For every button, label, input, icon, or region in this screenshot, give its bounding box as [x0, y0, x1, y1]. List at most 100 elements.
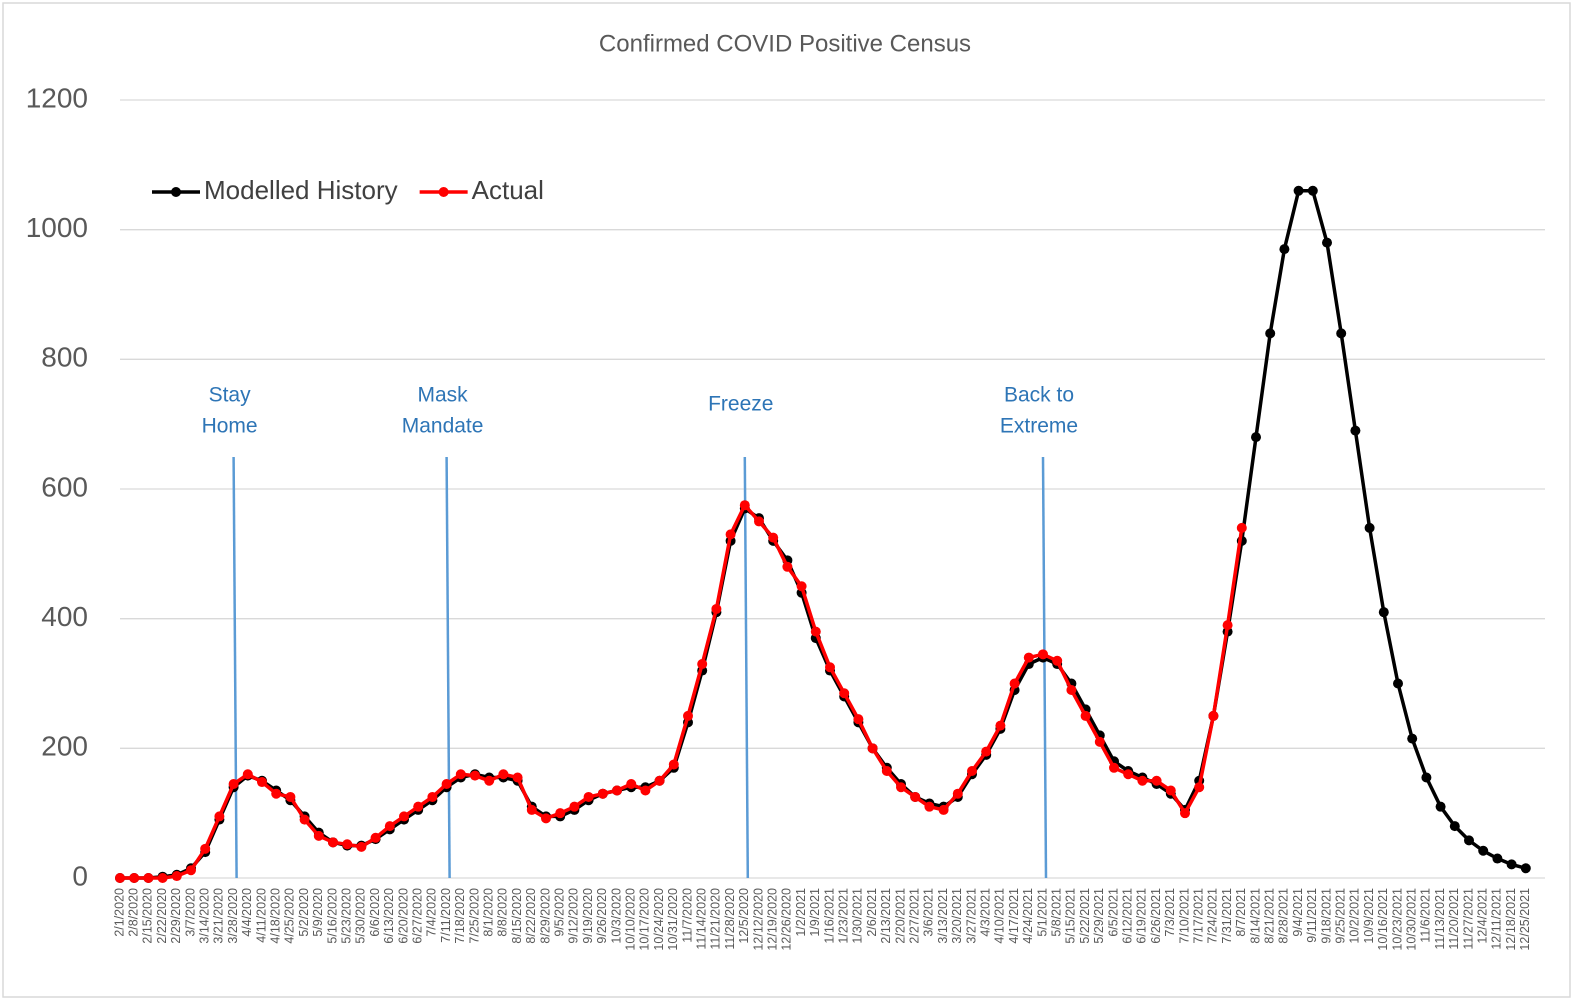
data-point	[1449, 821, 1460, 832]
data-point	[697, 659, 708, 670]
data-point	[257, 777, 267, 788]
data-point	[242, 769, 253, 780]
x-tick-label: 7/18/2020	[453, 888, 467, 944]
data-point	[1421, 772, 1432, 783]
data-point	[1336, 328, 1347, 339]
data-point	[796, 581, 807, 592]
data-point	[228, 778, 239, 789]
data-point	[498, 769, 509, 780]
data-point	[1279, 244, 1290, 255]
data-point	[186, 865, 196, 876]
x-tick-label: 3/21/2020	[212, 888, 226, 944]
data-point	[1293, 185, 1304, 196]
data-point	[214, 811, 225, 822]
x-tick-label: 12/26/2020	[780, 888, 794, 951]
data-point	[1165, 785, 1176, 796]
data-point	[1009, 678, 1020, 689]
data-point	[370, 832, 381, 843]
data-point	[967, 766, 977, 777]
data-point	[1407, 733, 1418, 744]
data-point	[1364, 522, 1375, 533]
annotation-line	[232, 456, 238, 879]
legend-marker	[171, 187, 181, 197]
data-point	[1194, 782, 1205, 793]
x-tick-label: 5/30/2020	[354, 888, 368, 944]
data-point	[739, 500, 750, 511]
data-point	[285, 791, 296, 802]
legend-label: Modelled History	[204, 175, 398, 205]
data-point	[1080, 710, 1091, 721]
x-tick-label: 9/18/2021	[1319, 888, 1333, 944]
x-tick-label: 8/21/2021	[1262, 888, 1276, 944]
data-point	[1322, 237, 1332, 248]
data-point	[1464, 835, 1474, 846]
x-tick-label: 7/4/2020	[425, 888, 439, 937]
x-tick-label: 9/11/2021	[1305, 888, 1319, 943]
x-tick-label: 6/27/2020	[410, 888, 424, 944]
x-tick-label: 7/24/2021	[1206, 888, 1220, 944]
x-tick-label: 2/29/2020	[169, 888, 183, 944]
x-tick-label: 4/18/2020	[268, 888, 282, 944]
data-point	[626, 778, 637, 789]
data-point	[526, 804, 537, 815]
data-point	[640, 785, 651, 796]
x-tick-label: 11/27/2021	[1461, 888, 1475, 950]
x-tick-label: 10/30/2021	[1404, 888, 1418, 951]
x-tick-label: 7/10/2021	[1177, 888, 1191, 944]
data-point	[512, 772, 523, 783]
annotation-text: Home	[202, 415, 258, 438]
data-point	[1435, 801, 1446, 812]
x-tick-label: 1/16/2021	[822, 888, 836, 944]
data-point	[541, 813, 551, 824]
x-tick-label: 9/19/2020	[581, 888, 595, 944]
data-point	[711, 603, 722, 614]
x-tick-label: 12/19/2020	[765, 888, 779, 951]
x-tick-label: 2/20/2021	[893, 888, 907, 944]
x-tick-label: 7/25/2020	[467, 888, 481, 944]
x-tick-label: 2/15/2020	[141, 888, 155, 944]
x-tick-label: 9/25/2021	[1333, 888, 1347, 944]
x-tick-label: 7/11/2020	[439, 888, 453, 943]
data-point	[384, 821, 395, 832]
data-point	[924, 801, 935, 812]
x-tick-label: 5/16/2020	[325, 888, 339, 944]
x-tick-label: 3/13/2021	[936, 888, 950, 944]
legend-marker	[438, 187, 449, 197]
data-point	[782, 561, 793, 572]
data-point	[143, 873, 154, 883]
x-tick-label: 6/13/2020	[382, 888, 396, 944]
data-point	[910, 791, 921, 802]
x-tick-label: 12/4/2021	[1475, 888, 1489, 944]
data-point	[271, 788, 282, 799]
data-point	[356, 841, 367, 852]
annotation-text: Freeze	[708, 393, 773, 416]
x-tick-label: 3/6/2021	[922, 888, 936, 937]
data-point	[981, 746, 992, 757]
y-tick-label: 0	[72, 860, 88, 891]
x-tick-label: 6/19/2021	[1135, 888, 1149, 944]
x-tick-label: 5/2/2020	[297, 888, 311, 937]
x-tick-label: 4/11/2020	[254, 888, 268, 943]
x-tick-label: 8/28/2021	[1277, 888, 1291, 944]
data-point	[1066, 684, 1077, 695]
data-point	[938, 804, 949, 815]
x-tick-label: 11/28/2020	[723, 888, 737, 950]
data-point	[1492, 853, 1503, 864]
annotation-text: Back to	[1004, 384, 1074, 407]
data-point	[1506, 859, 1517, 870]
x-tick-label: 10/16/2021	[1376, 888, 1390, 951]
data-point	[555, 808, 566, 819]
y-tick-label: 1000	[26, 212, 88, 243]
x-tick-label: 7/3/2021	[1163, 888, 1177, 937]
data-point	[1520, 863, 1531, 874]
data-point	[455, 769, 466, 780]
data-point	[129, 873, 140, 883]
data-point	[157, 873, 168, 883]
x-tick-label: 2/1/2020	[112, 888, 126, 937]
x-tick-label: 2/6/2021	[865, 888, 879, 937]
data-point	[881, 766, 892, 777]
data-point	[853, 714, 864, 725]
data-point	[200, 843, 211, 854]
x-tick-label: 5/22/2021	[1078, 888, 1092, 944]
